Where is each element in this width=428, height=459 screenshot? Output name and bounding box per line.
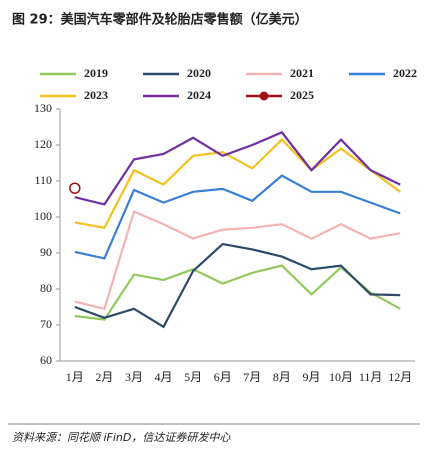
series-line (74, 138, 401, 230)
legend-label: 2019 (84, 66, 108, 80)
x-tick-label: 10月 (329, 370, 353, 384)
legend-marker (259, 91, 269, 101)
x-tick-label: 9月 (302, 370, 320, 384)
marker (69, 182, 81, 194)
y-tick-label: 60 (40, 353, 52, 367)
y-tick-label: 100 (34, 209, 52, 223)
x-tick-label: 7月 (243, 370, 261, 384)
y-tick-label: 70 (40, 317, 52, 331)
legend-label: 2020 (187, 66, 211, 80)
series-line (74, 210, 401, 311)
legend-label: 2025 (290, 88, 314, 102)
y-tick-label: 80 (40, 281, 52, 295)
x-tick-label: 3月 (125, 370, 143, 384)
y-tick-label: 90 (40, 245, 52, 259)
y-tick-label: 120 (34, 137, 52, 151)
series-line (74, 242, 401, 329)
series-line (74, 174, 401, 260)
series-line (74, 131, 401, 206)
x-tick-label: 6月 (214, 370, 232, 384)
x-tick-label: 1月 (66, 370, 84, 384)
x-tick-label: 5月 (184, 370, 202, 384)
chart-title: 图 29：美国汽车零部件及轮胎店零售额（亿美元） (12, 12, 308, 28)
x-tick-label: 2月 (95, 370, 113, 384)
x-tick-label: 12月 (388, 370, 412, 384)
x-tick-label: 11月 (359, 370, 383, 384)
x-tick-label: 8月 (273, 370, 291, 384)
y-tick-label: 130 (34, 101, 52, 115)
x-tick-label: 4月 (155, 370, 173, 384)
legend-label: 2023 (84, 88, 108, 102)
legend-label: 2021 (290, 66, 314, 80)
legend-label: 2022 (393, 66, 417, 80)
legend-label: 2024 (187, 88, 211, 102)
source-note: 资料来源：同花顺 iFinD，信达证券研发中心 (12, 431, 231, 444)
y-tick-label: 110 (34, 173, 52, 187)
